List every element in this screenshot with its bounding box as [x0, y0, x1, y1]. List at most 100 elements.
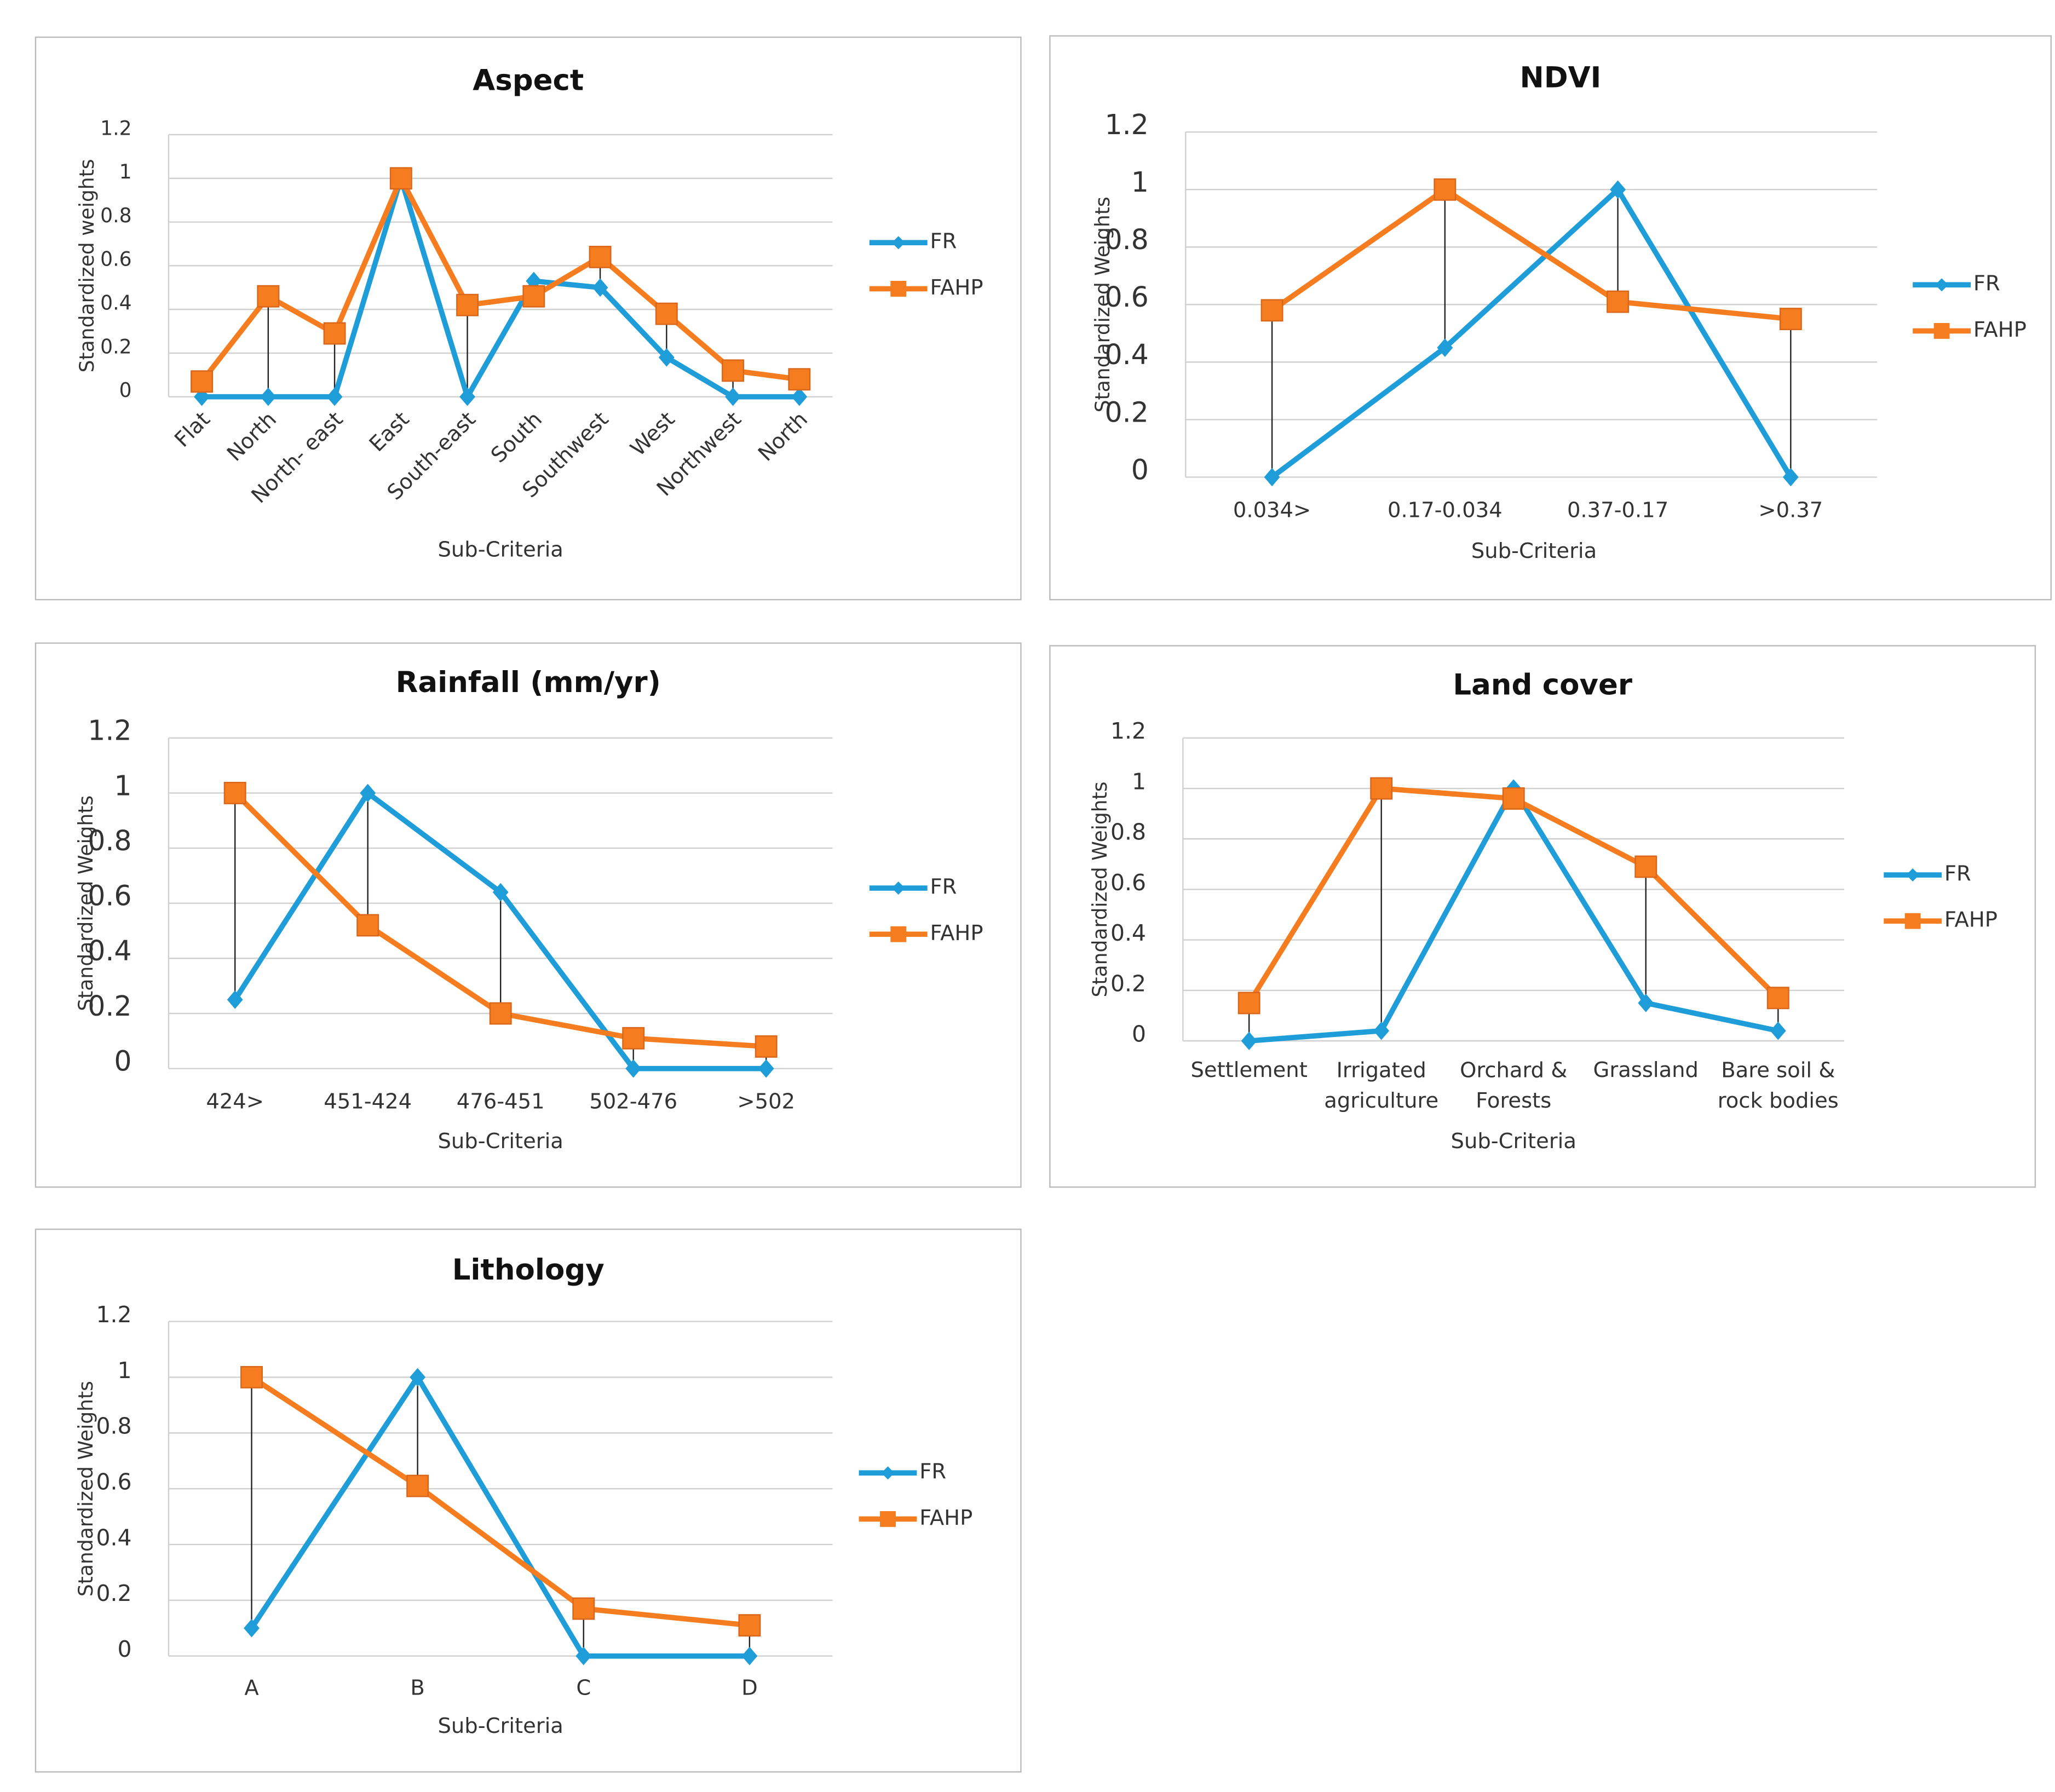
y-tick-label: 0.8	[1110, 819, 1146, 845]
panel-frame	[34, 642, 1022, 1188]
y-tick-label: 1	[1132, 768, 1146, 794]
y-tick-label: 1.2	[88, 715, 131, 747]
legend-marker	[1906, 868, 1920, 882]
chart-title: Lithology	[452, 1253, 605, 1287]
fahp-marker	[356, 914, 379, 937]
legend-marker	[1904, 913, 1921, 929]
x-tick-label: 0.034>	[1233, 498, 1311, 523]
legend-marker	[890, 281, 907, 297]
fahp-marker	[1434, 178, 1457, 201]
legend-label: FAHP	[930, 275, 983, 300]
fahp-marker	[1779, 308, 1802, 331]
series-line	[1270, 187, 1791, 322]
y-tick-label: 0	[114, 1045, 131, 1077]
y-tick-label: 0.6	[1110, 869, 1146, 896]
legend-label: FR	[930, 229, 957, 254]
x-tick-label: 476-451	[457, 1090, 545, 1114]
y-axis-label: Standardized Weights	[1091, 197, 1114, 412]
fahp-marker	[406, 1474, 429, 1497]
chart-title: Rainfall (mm/yr)	[396, 666, 661, 699]
series-line	[202, 175, 799, 400]
legend-label: FAHP	[919, 1506, 972, 1530]
fahp-marker	[522, 285, 545, 308]
x-axis-label: Sub-Criteria	[438, 1714, 563, 1738]
legend-marker	[891, 236, 905, 250]
x-axis-label: Sub-Criteria	[438, 538, 563, 562]
y-tick-label: 0.4	[100, 292, 131, 315]
legend-label: FR	[1944, 862, 1971, 886]
x-tick-label: Irrigated agriculture	[1324, 1058, 1438, 1113]
y-tick-label: 0.8	[88, 825, 131, 857]
x-tick-label: Grassland	[1593, 1058, 1699, 1082]
y-tick-label: 0.4	[96, 1524, 132, 1551]
y-tick-label: 1	[119, 160, 132, 183]
series-line	[250, 1375, 750, 1628]
fahp-marker	[788, 368, 811, 391]
series-line	[1270, 187, 1793, 480]
y-tick-label: 0.6	[100, 248, 131, 271]
y-tick-label: 0.4	[88, 935, 131, 967]
fahp-marker	[722, 359, 745, 382]
fahp-marker	[655, 302, 678, 325]
panel-frame	[34, 36, 1022, 601]
x-tick-label: Orchard & Forests	[1460, 1058, 1567, 1113]
fahp-marker	[1237, 992, 1260, 1015]
y-axis-label: Standardized Weights	[74, 1381, 97, 1597]
fahp-marker	[1502, 787, 1525, 810]
chart-panel: Lithology 0 0.2 0.4 0.6 0.8 1 1.2 Standardized W…	[34, 1228, 1022, 1773]
x-axis-label: Sub-Criteria	[1471, 539, 1597, 563]
fr-marker	[1241, 1032, 1257, 1050]
fahp-marker	[1766, 987, 1789, 1010]
chart-panel: Land cover 0 0.2 0.4 0.6 0.8 1 1.2 Standardized …	[1049, 645, 2036, 1188]
fr-marker	[575, 1646, 592, 1666]
y-axis-label: Standardized weights	[76, 159, 99, 372]
legend-label: FR	[1973, 272, 2000, 296]
y-tick-label: 0.2	[88, 990, 131, 1022]
fahp-marker	[572, 1597, 595, 1620]
x-tick-label: 424>	[206, 1090, 264, 1114]
fr-marker	[227, 990, 243, 1009]
y-tick-label: 0.2	[96, 1580, 132, 1606]
y-tick-label: 1.2	[1104, 108, 1148, 141]
fr-marker	[1638, 994, 1654, 1012]
panel-frame	[1049, 645, 2036, 1188]
x-tick-label: Settlement	[1190, 1058, 1307, 1082]
fahp-marker	[738, 1614, 761, 1637]
series-line	[199, 175, 800, 383]
panel-frame	[1049, 35, 2052, 601]
y-tick-label: 0.2	[1110, 970, 1146, 996]
y-tick-label: 0	[119, 379, 132, 402]
chart-title: Aspect	[473, 64, 584, 97]
chart-panel: Rainfall (mm/yr) 0 0.2 0.4 0.6 0.8 1 1.2 Standar…	[34, 642, 1022, 1188]
x-axis-label: Sub-Criteria	[1451, 1129, 1576, 1154]
y-axis-label: Standardized Weights	[74, 796, 97, 1011]
y-tick-label: 0.8	[100, 204, 131, 227]
y-tick-label: 0.2	[1104, 396, 1148, 428]
fahp-marker	[240, 1365, 263, 1388]
fr-marker	[592, 278, 608, 297]
fahp-marker	[323, 322, 346, 345]
legend-label: FAHP	[1973, 318, 2027, 342]
x-tick-label: >502	[737, 1090, 795, 1114]
y-tick-label: 0.8	[1104, 223, 1148, 256]
legend-label: FAHP	[1944, 908, 1998, 932]
y-tick-label: 1.2	[1110, 718, 1146, 744]
legend-label: FAHP	[930, 921, 983, 946]
fahp-marker	[755, 1035, 778, 1058]
legend-marker	[881, 1466, 895, 1480]
chart-title: Land cover	[1453, 669, 1632, 702]
x-tick-label: 0.37-0.17	[1567, 498, 1668, 523]
y-tick-label: 1	[114, 769, 131, 802]
x-tick-label: 502-476	[589, 1090, 677, 1114]
legend-label: FR	[930, 875, 957, 900]
chart-title: NDVI	[1519, 61, 1601, 95]
x-axis-label: Sub-Criteria	[438, 1129, 563, 1154]
legend-marker	[1933, 322, 1950, 339]
legend-marker	[890, 926, 907, 942]
fahp-marker	[1370, 777, 1393, 800]
x-tick-label: Bare soil & rock bodies	[1718, 1058, 1839, 1113]
fahp-marker	[257, 285, 280, 308]
fahp-marker	[489, 1002, 512, 1025]
